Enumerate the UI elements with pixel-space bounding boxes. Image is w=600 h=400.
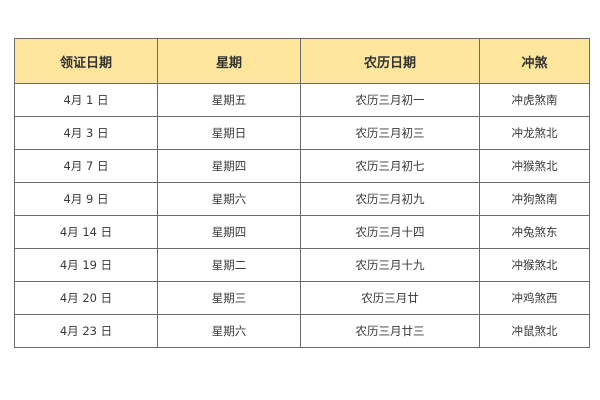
- cell-lunar-date: 农历三月初九: [300, 182, 480, 216]
- cell-weekday: 星期二: [157, 248, 301, 282]
- wedding-dates-table: 领证日期 星期 农历日期 冲煞 4月 1 日星期五 农历三月初一 冲虎煞南 4月 3 …: [14, 38, 590, 348]
- cell-weekday: 星期四: [157, 149, 301, 183]
- header-clash: 冲煞: [479, 38, 590, 84]
- cell-weekday: 星期日: [157, 116, 301, 150]
- cell-date: 4月 14 日: [14, 215, 158, 249]
- cell-clash: 冲兔煞东: [479, 215, 590, 249]
- table-row: 4月 23 日星期六 农历三月廿三 冲鼠煞北: [14, 314, 590, 348]
- header-date: 领证日期: [14, 38, 158, 84]
- cell-date: 4月 3 日: [14, 116, 158, 150]
- cell-clash: 冲鸡煞西: [479, 281, 590, 315]
- table-row: 4月 20 日星期三 农历三月廿 冲鸡煞西: [14, 281, 590, 315]
- cell-weekday: 星期三: [157, 281, 301, 315]
- cell-lunar-date: 农历三月初一: [300, 83, 480, 117]
- cell-date: 4月 19 日: [14, 248, 158, 282]
- cell-weekday: 星期四: [157, 215, 301, 249]
- cell-weekday: 星期六: [157, 314, 301, 348]
- cell-clash: 冲猴煞北: [479, 248, 590, 282]
- table-row: 4月 9 日星期六 农历三月初九 冲狗煞南: [14, 182, 590, 216]
- cell-clash: 冲鼠煞北: [479, 314, 590, 348]
- cell-weekday: 星期六: [157, 182, 301, 216]
- cell-clash: 冲龙煞北: [479, 116, 590, 150]
- table-row: 4月 7 日星期四 农历三月初七 冲猴煞北: [14, 149, 590, 183]
- cell-date: 4月 9 日: [14, 182, 158, 216]
- cell-clash: 冲猴煞北: [479, 149, 590, 183]
- cell-lunar-date: 农历三月十九: [300, 248, 480, 282]
- header-lunar-date: 农历日期: [300, 38, 480, 84]
- table-header-row: 领证日期 星期 农历日期 冲煞: [14, 38, 590, 84]
- header-weekday: 星期: [157, 38, 301, 84]
- cell-lunar-date: 农历三月初七: [300, 149, 480, 183]
- cell-lunar-date: 农历三月廿: [300, 281, 480, 315]
- table-row: 4月 3 日星期日 农历三月初三 冲龙煞北: [14, 116, 590, 150]
- cell-lunar-date: 农历三月廿三: [300, 314, 480, 348]
- cell-lunar-date: 农历三月初三: [300, 116, 480, 150]
- cell-weekday: 星期五: [157, 83, 301, 117]
- cell-date: 4月 7 日: [14, 149, 158, 183]
- table-row: 4月 14 日星期四 农历三月十四 冲兔煞东: [14, 215, 590, 249]
- table-row: 4月 19 日星期二 农历三月十九 冲猴煞北: [14, 248, 590, 282]
- table-row: 4月 1 日星期五 农历三月初一 冲虎煞南: [14, 83, 590, 117]
- cell-clash: 冲狗煞南: [479, 182, 590, 216]
- cell-date: 4月 23 日: [14, 314, 158, 348]
- cell-clash: 冲虎煞南: [479, 83, 590, 117]
- cell-lunar-date: 农历三月十四: [300, 215, 480, 249]
- cell-date: 4月 1 日: [14, 83, 158, 117]
- cell-date: 4月 20 日: [14, 281, 158, 315]
